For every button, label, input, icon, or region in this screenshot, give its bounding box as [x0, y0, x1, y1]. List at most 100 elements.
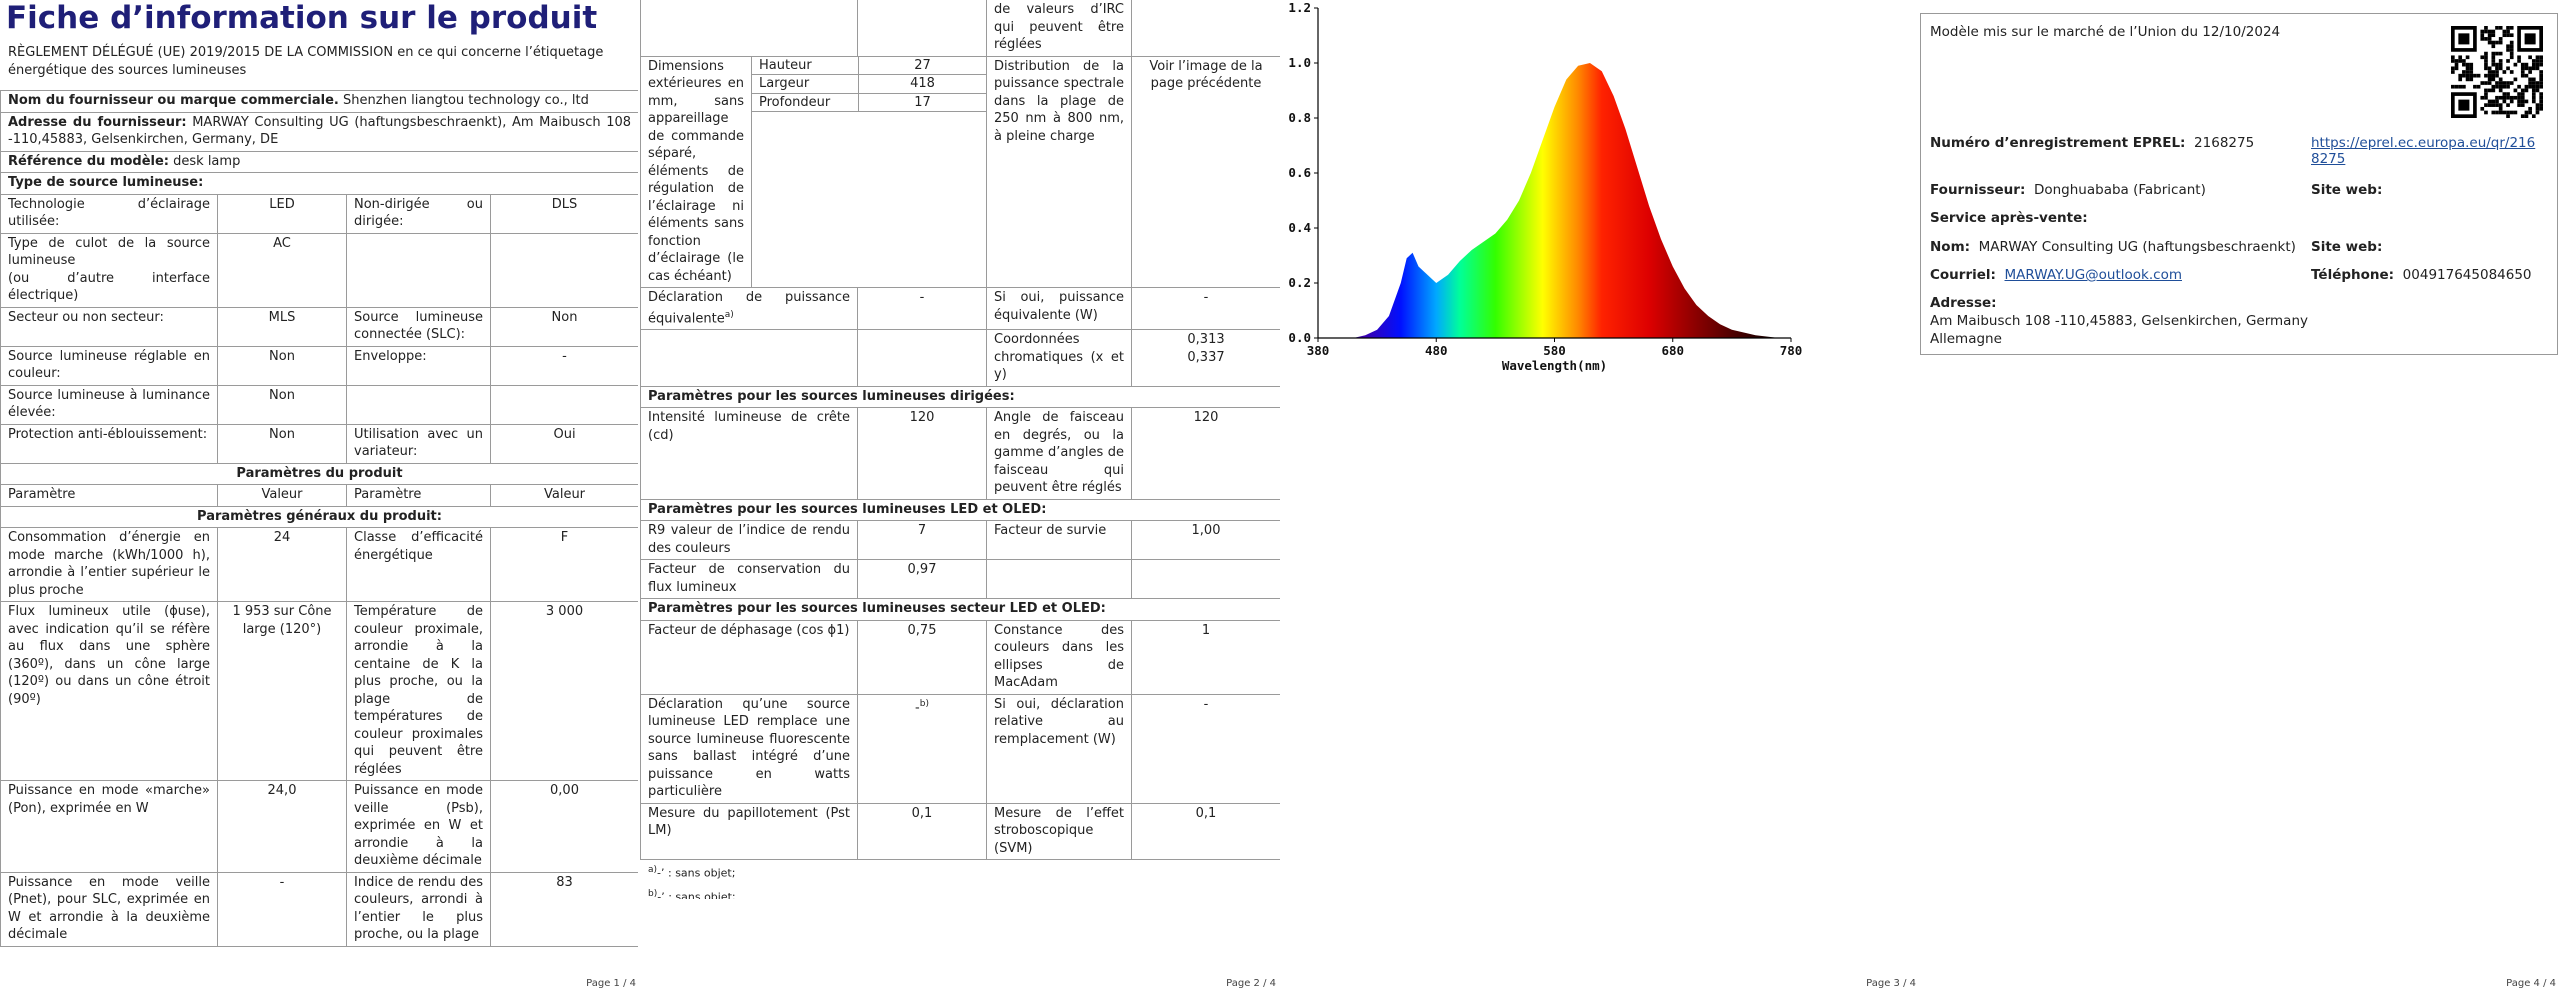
qr-module [2520, 99, 2525, 104]
cell-text: Intensité lumineuse de crête (cd) [648, 410, 850, 443]
qr-module [2506, 29, 2510, 34]
cell-text: 0,1 [1195, 805, 1217, 821]
cell: 120 [1131, 407, 1280, 500]
qr-module [2487, 29, 2492, 34]
qr-module [2539, 70, 2543, 74]
email-link[interactable]: MARWAY.UG@outlook.com [2004, 267, 2182, 283]
qr-module [2465, 62, 2470, 67]
qr-module [2506, 59, 2510, 63]
qr-module [2498, 77, 2503, 82]
cell-text: 0,00 [550, 783, 579, 798]
row: Déclaration de puissance équivalentea) - S… [640, 286, 1280, 331]
cell-text: de valeurs d’IRC qui peuvent être réglée… [994, 2, 1124, 52]
cell [346, 232, 491, 308]
qr-module [2484, 73, 2488, 78]
qr-module [2484, 51, 2488, 56]
note-text: -’ : sans objet; [657, 866, 736, 880]
qr-module [2520, 62, 2525, 67]
qr-code [2451, 26, 2543, 118]
cell: Voir l’image de la page précédente [1131, 55, 1280, 288]
qr-module [2458, 84, 2463, 89]
cell-text: Flux lumineux utile (ϕuse), avec indicat… [8, 604, 210, 707]
qr-module [2528, 106, 2532, 111]
qr-module [2487, 37, 2492, 41]
qr-module [2539, 73, 2543, 78]
cell-text: Non-dirigée ou dirigée: [354, 196, 483, 230]
cell: Si oui, puissance équivalente (W) [986, 286, 1132, 331]
y-tick-label: 0.8 [1288, 110, 1311, 125]
qr-module [2495, 110, 2499, 115]
eprel-link[interactable]: https://eprel.ec.europa.eu/qr/2168275 [2311, 135, 2536, 167]
cell: Non [217, 384, 347, 425]
cell-text: Oui [553, 426, 576, 442]
qr-module [2498, 103, 2503, 107]
y-tick-label: 1.2 [1288, 0, 1311, 15]
qr-module [2528, 77, 2532, 82]
qr-module [2480, 55, 2485, 60]
cell-text: Coordonnées chromatiques (x et y) [994, 332, 1124, 383]
cell-text: 120 [909, 410, 935, 426]
qr-module [2502, 84, 2507, 89]
qr-module [2535, 59, 2540, 63]
cell: Constance des couleurs dans les ellipses… [986, 619, 1132, 695]
dims-row: Largeur 418 [752, 74, 986, 94]
regulation: RÈGLEMENT DÉLÉGUÉ (UE) 2019/2015 DE LA C… [8, 45, 604, 78]
spectrum-area [1318, 63, 1791, 338]
cell-text: 3 000 [545, 604, 584, 619]
x-tick-label: 380 [1307, 343, 1330, 358]
cell: Puissance en mode veille (Psb), exprimée… [346, 780, 491, 873]
dims-row: Hauteur 27 [752, 56, 986, 75]
qr-module [2502, 92, 2507, 96]
cell: 0,75 [857, 619, 987, 695]
qr-module [2498, 40, 2503, 45]
qr-module [2491, 59, 2496, 63]
qr-module [2487, 66, 2492, 71]
cell-text: Si oui, déclaration relative au remplace… [994, 696, 1124, 747]
spectrum-chart: 0.0 0.2 0.4 0.6 0.8 1.0 1.2 380 480 580 680 780 Wave… [1288, 0, 1802, 373]
dim-name: Profondeur [752, 93, 859, 112]
qr-module [2535, 81, 2540, 85]
qr-module [2535, 66, 2540, 71]
qr-module [2487, 103, 2492, 107]
cell: Technologie d’éclairage utilisée: [0, 193, 218, 234]
qr-module [2491, 55, 2496, 60]
cell [986, 559, 1132, 600]
qr-module [2469, 66, 2474, 71]
qr-module [2520, 95, 2525, 100]
qr-module [2513, 110, 2518, 115]
cell: Facteur de survie [986, 520, 1132, 561]
page-number: Page 2 / 4 [1226, 978, 1276, 989]
table: de valeurs d’IRC qui peuvent être réglée… [640, 0, 1280, 861]
qr-module [2495, 84, 2499, 89]
notes: a)-’ : sans objet; b)-’ : sans objet; [640, 860, 1280, 899]
qr-module [2498, 88, 2503, 93]
qr-module [2502, 95, 2507, 100]
cell-text: Voir l’image de la page précédente [1149, 58, 1263, 92]
qr-module [2517, 55, 2521, 60]
qr-module [2465, 77, 2470, 82]
row: Facteur de conservation du flux lumineux… [640, 559, 1280, 600]
qr-module [2491, 103, 2496, 107]
qr-module [2491, 77, 2496, 82]
cell: Oui [489, 423, 638, 464]
qr-module [2458, 99, 2470, 111]
qr-module [2487, 33, 2492, 38]
footnote-mark: b) [648, 888, 658, 899]
cell: Utilisation avec un variateur: [346, 423, 491, 464]
cell-text: F [560, 530, 569, 545]
cell: Angle de faisceau en degrés, ou la gamme… [986, 407, 1132, 500]
qr-module [2506, 26, 2510, 30]
cell-text: - [915, 700, 920, 716]
label: Nom du fournisseur ou marque commerciale… [8, 93, 339, 108]
qr-module [2495, 103, 2499, 107]
qr-module [2498, 51, 2503, 56]
qr-module [2524, 33, 2536, 45]
qr-module [2484, 62, 2488, 67]
cell: Valeur [489, 484, 638, 507]
qr-module [2502, 99, 2507, 104]
qr-module [2484, 110, 2488, 115]
cell: 24 [217, 527, 347, 602]
qr-module [2517, 84, 2521, 89]
cell: Coordonnées chromatiques (x et y) [986, 329, 1132, 387]
